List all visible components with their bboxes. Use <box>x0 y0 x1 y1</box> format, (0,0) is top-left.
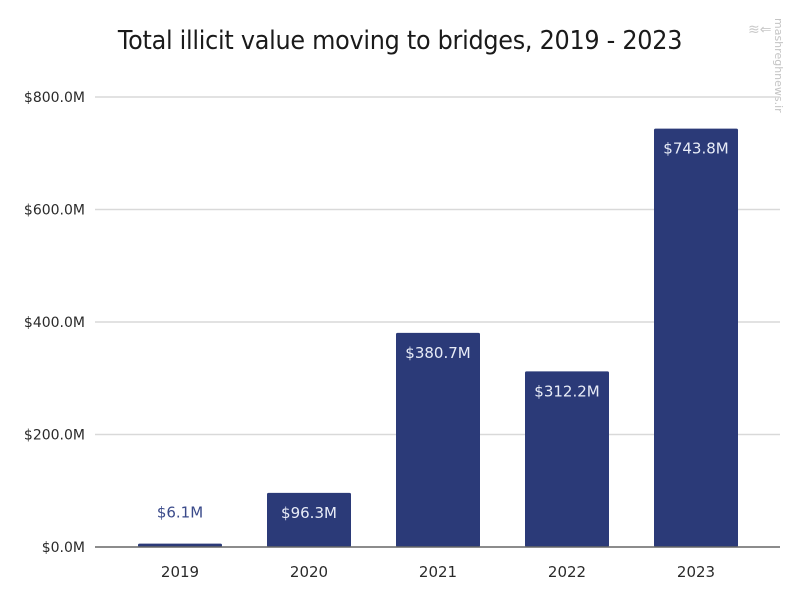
bar <box>267 492 351 547</box>
bars <box>138 128 738 548</box>
value-label: $312.2M <box>534 382 599 400</box>
x-tick-label: 2019 <box>161 563 199 581</box>
y-tick-label: $400.0M <box>24 315 85 331</box>
x-tick-label: 2023 <box>677 563 715 581</box>
value-labels: $6.1M $96.3M $380.7M $312.2M $743.8M <box>157 140 729 522</box>
y-tick-label: $800.0M <box>24 90 85 106</box>
watermark-logo-icon: ≋⇐ <box>748 22 772 38</box>
bar <box>138 543 222 547</box>
y-axis-ticks: $0.0M $200.0M $400.0M $600.0M $800.0M <box>24 90 85 556</box>
value-label: $96.3M <box>281 504 337 522</box>
y-tick-label: $600.0M <box>24 203 85 219</box>
chart-title: Total illicit value moving to bridges, 2… <box>117 26 683 56</box>
x-tick-label: 2020 <box>290 563 328 581</box>
value-label: $743.8M <box>663 140 728 158</box>
watermark-text: mashreghnews.ir <box>772 18 785 113</box>
watermark: ≋⇐ mashreghnews.ir <box>748 18 788 128</box>
y-tick-label: $0.0M <box>42 540 85 556</box>
bar <box>396 332 480 547</box>
value-label: $6.1M <box>157 504 203 522</box>
x-tick-label: 2021 <box>419 563 457 581</box>
value-label: $380.7M <box>405 344 470 362</box>
bar <box>654 128 738 548</box>
y-tick-label: $200.0M <box>24 428 85 444</box>
bar <box>525 371 609 547</box>
x-tick-label: 2022 <box>548 563 586 581</box>
x-axis-ticks: 2019 2020 2021 2022 2023 <box>161 563 715 581</box>
